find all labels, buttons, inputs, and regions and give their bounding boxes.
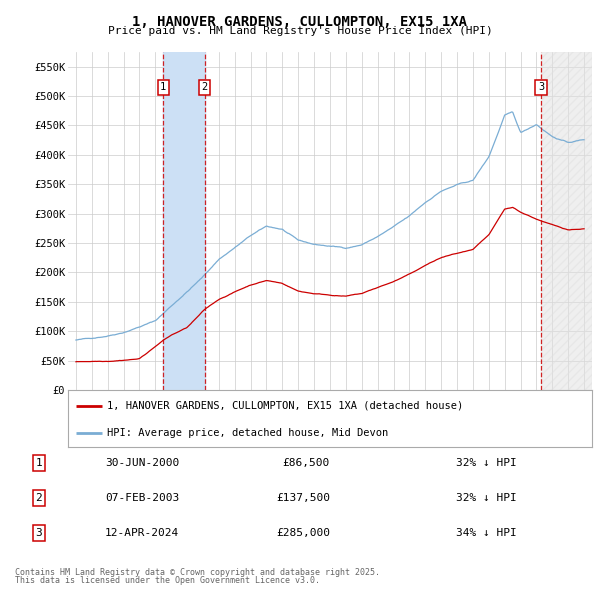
Text: 1: 1 [160,83,166,93]
Text: 3: 3 [538,83,544,93]
Text: 12-APR-2024: 12-APR-2024 [105,528,179,538]
Text: 34% ↓ HPI: 34% ↓ HPI [456,528,517,538]
Text: 32% ↓ HPI: 32% ↓ HPI [456,458,517,468]
Text: 1, HANOVER GARDENS, CULLOMPTON, EX15 1XA (detached house): 1, HANOVER GARDENS, CULLOMPTON, EX15 1XA… [107,401,464,411]
Text: £137,500: £137,500 [276,493,330,503]
Text: Contains HM Land Registry data © Crown copyright and database right 2025.: Contains HM Land Registry data © Crown c… [15,568,380,577]
Text: Price paid vs. HM Land Registry's House Price Index (HPI): Price paid vs. HM Land Registry's House … [107,26,493,36]
Text: 1: 1 [35,458,43,468]
Text: 30-JUN-2000: 30-JUN-2000 [105,458,179,468]
Text: 2: 2 [202,83,208,93]
Text: £285,000: £285,000 [276,528,330,538]
Text: 3: 3 [35,528,43,538]
Text: £86,500: £86,500 [283,458,330,468]
Text: HPI: Average price, detached house, Mid Devon: HPI: Average price, detached house, Mid … [107,428,389,438]
Text: 32% ↓ HPI: 32% ↓ HPI [456,493,517,503]
Bar [163,52,205,390]
Text: 2: 2 [35,493,43,503]
Bar [541,52,592,390]
Text: 07-FEB-2003: 07-FEB-2003 [105,493,179,503]
Text: This data is licensed under the Open Government Licence v3.0.: This data is licensed under the Open Gov… [15,576,320,585]
Text: 1, HANOVER GARDENS, CULLOMPTON, EX15 1XA: 1, HANOVER GARDENS, CULLOMPTON, EX15 1XA [133,15,467,29]
